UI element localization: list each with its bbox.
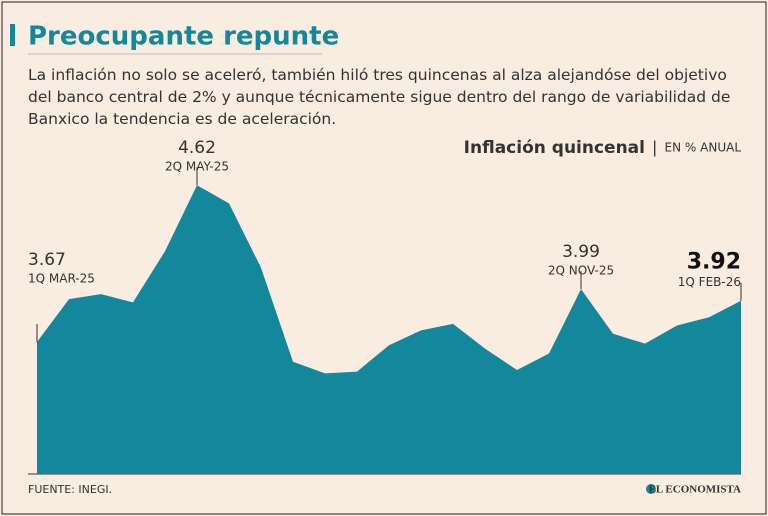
category-label: 1Q FEB-26 [678,275,741,289]
separator: | [652,138,657,157]
subtitle: La inflación no solo se aceleró, también… [28,66,731,128]
area [37,185,741,474]
value-label: 3.99 [562,242,600,262]
category-label: 2Q MAY-25 [165,160,229,174]
logo-icon [646,484,656,494]
chart-title: Inflación quincenal [464,138,645,158]
value-label: 3.92 [687,250,741,275]
category-label: 1Q MAR-25 [28,271,95,285]
unit: EN % ANUAL [665,141,742,155]
category-label: 2Q NOV-25 [548,264,614,278]
source: FUENTE: INEGI. [28,483,112,496]
value-label: 4.62 [178,138,216,158]
value-label: 3.67 [28,250,66,270]
title-bar [10,24,15,46]
logo: EL ECONOMISTA [649,484,741,496]
title: Preocupante repunte [28,22,339,52]
